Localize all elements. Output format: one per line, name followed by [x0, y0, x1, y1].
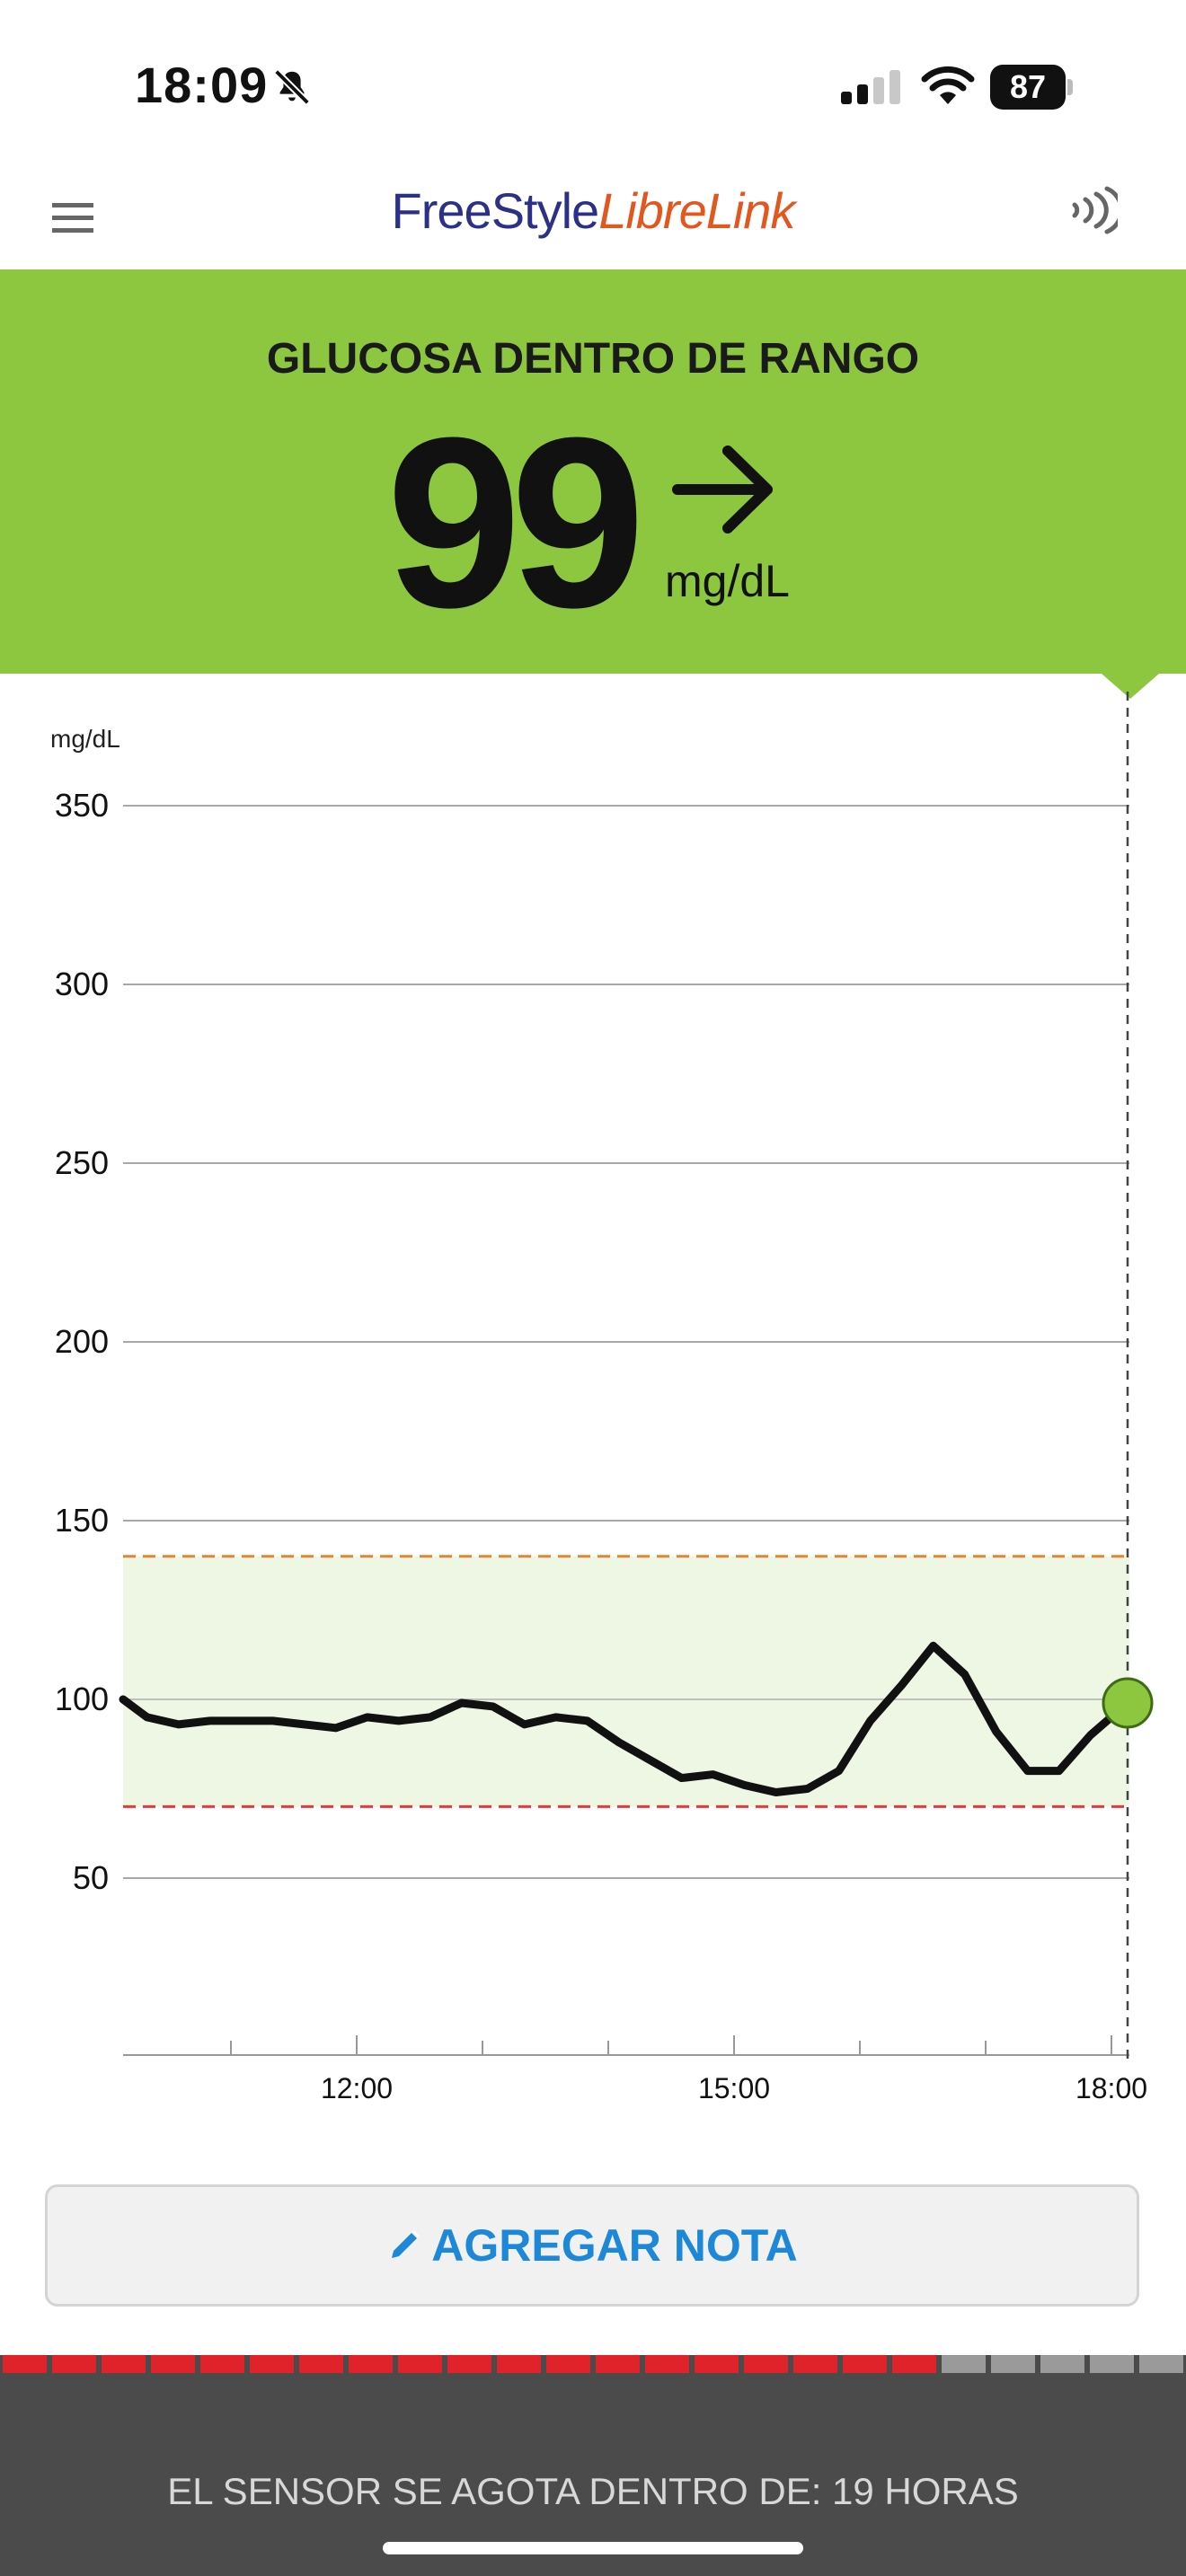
cell-signal-icon: [841, 70, 900, 104]
sensor-segment: [102, 2355, 146, 2373]
sensor-panel: EL SENSOR SE AGOTA DENTRO DE: 19 HORAS: [0, 2373, 1186, 2576]
status-time: 18:09: [135, 57, 269, 113]
glucose-line: [119, 1641, 1132, 1796]
xtick-label-15:00: 15:00: [698, 2072, 770, 2104]
sensor-segment: [892, 2355, 936, 2373]
sensor-segment: [645, 2355, 689, 2373]
sensor-segment: [250, 2355, 294, 2373]
sensor-segment: [1139, 2355, 1183, 2373]
sensor-segment: [200, 2355, 244, 2373]
ytick-200: 200: [55, 1323, 109, 1360]
sensor-segment: [497, 2355, 541, 2373]
current-reading-point: [1102, 1677, 1154, 1729]
glucose-value: 99: [386, 388, 645, 658]
sensor-life-bar: [0, 2355, 1186, 2373]
ytick-300: 300: [55, 966, 109, 1002]
sensor-segment: [793, 2355, 837, 2373]
sensor-segment: [299, 2355, 343, 2373]
ytick-350: 350: [55, 787, 109, 824]
home-indicator[interactable]: [383, 2542, 803, 2554]
battery-level: 87: [1009, 68, 1047, 105]
trend-arrow-right-icon: [672, 446, 773, 534]
sensor-segment: [843, 2355, 887, 2373]
sensor-segment: [1040, 2355, 1084, 2373]
sensor-segment: [942, 2355, 986, 2373]
app-header: FreeStyleLibreLink: [0, 162, 1186, 269]
battery-icon: 87: [990, 65, 1073, 110]
sensor-segment: [991, 2355, 1035, 2373]
sensor-segment: [596, 2355, 640, 2373]
ytick-250: 250: [55, 1144, 109, 1181]
add-note-label: AGREGAR NOTA: [431, 2220, 798, 2271]
sensor-segment: [695, 2355, 739, 2373]
sensor-segment: [447, 2355, 491, 2373]
sensor-expiry-text: EL SENSOR SE AGOTA DENTRO DE: 19 HORAS: [167, 2470, 1019, 2512]
glucose-unit: mg/dL: [665, 556, 790, 606]
sensor-segment: [546, 2355, 590, 2373]
sensor-segment: [398, 2355, 442, 2373]
banner-pointer: [1102, 674, 1159, 699]
sensor-segment: [52, 2355, 96, 2373]
xtick-label-18:00: 18:00: [1075, 2072, 1147, 2104]
sensor-segment: [3, 2355, 47, 2373]
glucose-chart: mg/dL 50 100 150 200 250 300 350 12:00 15:00 18:…: [50, 692, 1154, 2104]
nfc-scan-icon[interactable]: [1067, 185, 1118, 235]
xtick-label-12:00: 12:00: [321, 2072, 393, 2104]
chart-ylabel: mg/dL: [50, 725, 120, 753]
sensor-segment: [349, 2355, 393, 2373]
sensor-segment: [1090, 2355, 1134, 2373]
target-range-band: [123, 1556, 1129, 1807]
status-bar: 18:09 87: [0, 0, 1186, 162]
app-logo: FreeStyleLibreLink: [391, 182, 796, 239]
sensor-segment: [151, 2355, 195, 2373]
sensor-bar-bg: [0, 2355, 1186, 2373]
ytick-100: 100: [55, 1681, 109, 1717]
bell-muted-icon: [274, 69, 310, 105]
glucose-banner: GLUCOSA DENTRO DE RANGO 99 mg/dL: [0, 269, 1186, 674]
pencil-icon: [392, 2230, 420, 2258]
menu-icon[interactable]: [50, 199, 97, 235]
sensor-segment: [744, 2355, 788, 2373]
add-note-button[interactable]: AGREGAR NOTA: [45, 2184, 1139, 2307]
wifi-icon: [921, 66, 975, 104]
glucose-status-title: GLUCOSA DENTRO DE RANGO: [266, 335, 920, 383]
ytick-50: 50: [73, 1859, 109, 1896]
ytick-150: 150: [55, 1502, 109, 1539]
